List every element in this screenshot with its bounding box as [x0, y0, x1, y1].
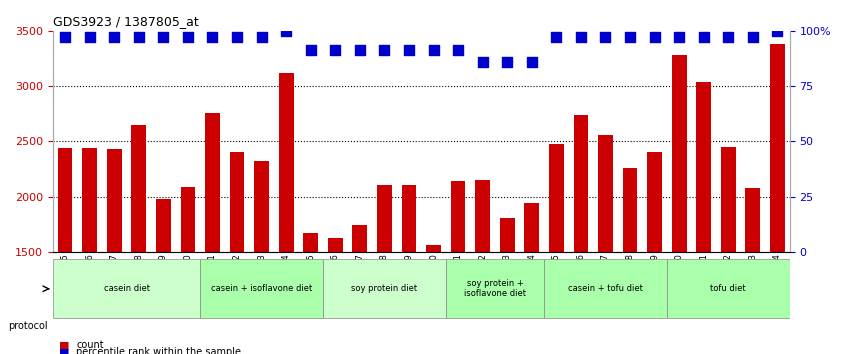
Bar	[205, 113, 220, 354]
Bar	[107, 149, 122, 354]
Point	[377, 48, 391, 53]
FancyBboxPatch shape	[52, 259, 201, 318]
Point	[574, 34, 588, 40]
Point	[181, 34, 195, 40]
Point	[230, 34, 244, 40]
Point	[525, 59, 539, 64]
Text: soy protein diet: soy protein diet	[351, 284, 417, 293]
Bar	[131, 125, 146, 354]
Bar	[180, 187, 195, 354]
Bar	[598, 135, 613, 354]
Point	[157, 34, 170, 40]
Point	[722, 34, 735, 40]
Text: ■: ■	[59, 347, 69, 354]
Bar	[672, 55, 686, 354]
Point	[255, 34, 268, 40]
Bar	[500, 218, 514, 354]
Text: casein + isoflavone diet: casein + isoflavone diet	[211, 284, 312, 293]
Text: percentile rank within the sample: percentile rank within the sample	[76, 347, 241, 354]
FancyBboxPatch shape	[323, 259, 446, 318]
Point	[279, 28, 293, 33]
Text: soy protein +
isoflavone diet: soy protein + isoflavone diet	[464, 279, 526, 298]
Bar	[353, 225, 367, 354]
Point	[697, 34, 711, 40]
Bar	[58, 148, 73, 354]
Bar	[574, 115, 588, 354]
Point	[550, 34, 563, 40]
Point	[501, 59, 514, 64]
Bar	[328, 238, 343, 354]
Bar	[475, 180, 490, 354]
Bar	[377, 184, 392, 354]
Bar	[279, 73, 294, 354]
Bar	[770, 44, 785, 354]
Bar	[156, 199, 171, 354]
Point	[58, 34, 72, 40]
Bar	[229, 152, 244, 354]
Point	[648, 34, 662, 40]
FancyBboxPatch shape	[446, 259, 544, 318]
Bar	[525, 203, 539, 354]
Point	[673, 34, 686, 40]
Bar	[304, 233, 318, 354]
Text: count: count	[76, 340, 104, 350]
Point	[206, 34, 219, 40]
Point	[624, 34, 637, 40]
Bar	[721, 147, 736, 354]
Bar	[647, 152, 662, 354]
Point	[746, 34, 760, 40]
Point	[402, 48, 415, 53]
Point	[304, 48, 317, 53]
Point	[132, 34, 146, 40]
Text: protocol: protocol	[8, 321, 48, 331]
Text: casein diet: casein diet	[103, 284, 150, 293]
Bar	[82, 148, 97, 354]
Text: tofu diet: tofu diet	[711, 284, 746, 293]
Point	[476, 59, 490, 64]
Text: GDS3923 / 1387805_at: GDS3923 / 1387805_at	[52, 15, 199, 28]
Point	[328, 48, 342, 53]
FancyBboxPatch shape	[667, 259, 789, 318]
Point	[353, 48, 366, 53]
Bar	[255, 161, 269, 354]
FancyBboxPatch shape	[201, 259, 323, 318]
Point	[83, 34, 96, 40]
Point	[426, 48, 440, 53]
Point	[107, 34, 121, 40]
Text: casein + tofu diet: casein + tofu diet	[568, 284, 643, 293]
Bar	[402, 184, 416, 354]
Point	[451, 48, 464, 53]
Bar	[451, 181, 465, 354]
Text: ■: ■	[59, 340, 69, 350]
Bar	[549, 143, 563, 354]
Bar	[623, 168, 637, 354]
Bar	[696, 81, 711, 354]
Point	[771, 28, 784, 33]
Point	[599, 34, 613, 40]
FancyBboxPatch shape	[544, 259, 667, 318]
Bar	[426, 245, 441, 354]
Bar	[745, 188, 761, 354]
